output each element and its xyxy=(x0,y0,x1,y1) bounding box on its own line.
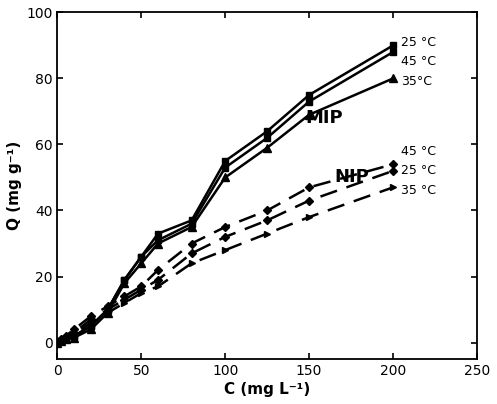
Text: 25 °C: 25 °C xyxy=(402,36,436,48)
Text: 25 °C: 25 °C xyxy=(402,164,436,177)
Text: NIP: NIP xyxy=(334,168,369,187)
Text: 35°C: 35°C xyxy=(402,75,432,88)
Text: 45 °C: 45 °C xyxy=(402,145,436,158)
X-axis label: C (mg L⁻¹): C (mg L⁻¹) xyxy=(224,382,310,397)
Y-axis label: Q (mg g⁻¹): Q (mg g⁻¹) xyxy=(7,141,22,230)
Text: 35 °C: 35 °C xyxy=(402,184,436,197)
Text: 45 °C: 45 °C xyxy=(402,55,436,68)
Text: MIP: MIP xyxy=(306,109,343,127)
